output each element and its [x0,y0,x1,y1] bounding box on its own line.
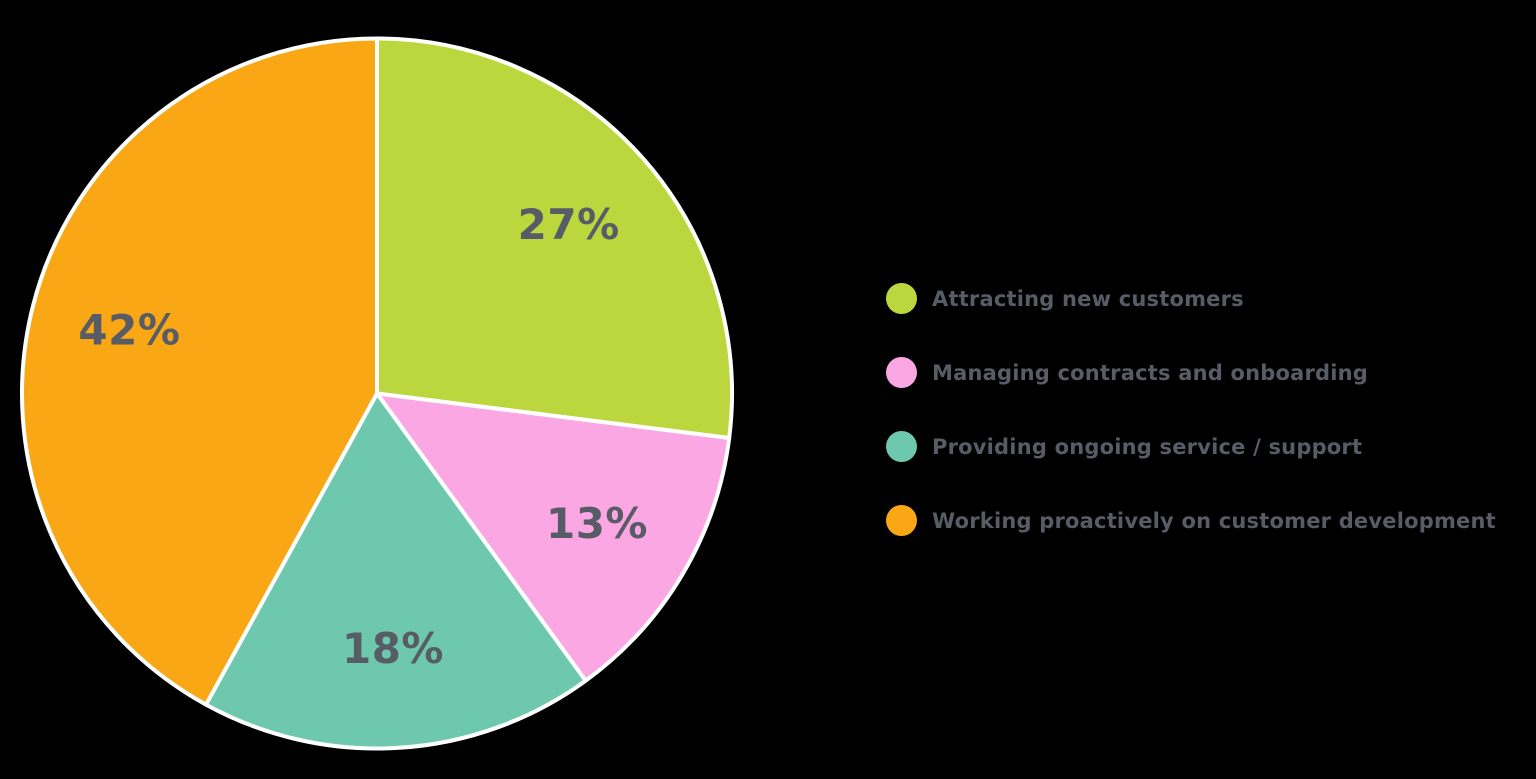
pie-slice-managing-contracts-and-onboarding [375,391,732,683]
legend-item-working-proactively-on-customer-development: Working proactively on customer developm… [886,505,1496,536]
slice-percent-label-managing-contracts-and-onboarding: 13% [546,499,648,548]
legend-swatch-working-proactively-on-customer-development [886,505,917,536]
legend-swatch-attracting-new-customers [886,283,917,314]
legend-label-working-proactively-on-customer-development: Working proactively on customer developm… [932,508,1496,533]
legend: Attracting new customers Managing contrac… [886,283,1496,536]
legend-item-managing-contracts-and-onboarding: Managing contracts and onboarding [886,357,1496,388]
pie-slice-providing-ongoing-service-support [203,391,588,751]
pie-slice-attracting-new-customers [375,36,734,440]
legend-swatch-providing-ongoing-service-support [886,431,917,462]
slice-percent-label-providing-ongoing-service-support: 18% [342,624,444,673]
pie-slice-working-proactively-on-customer-development [20,36,379,707]
legend-item-attracting-new-customers: Attracting new customers [886,283,1496,314]
legend-label-managing-contracts-and-onboarding: Managing contracts and onboarding [932,360,1369,385]
slice-percent-label-working-proactively-on-customer-development: 42% [78,305,180,354]
legend-label-attracting-new-customers: Attracting new customers [932,286,1244,311]
slice-percent-label-attracting-new-customers: 27% [518,200,620,249]
legend-item-providing-ongoing-service-support: Providing ongoing service / support [886,431,1496,462]
legend-swatch-managing-contracts-and-onboarding [886,357,917,388]
legend-label-providing-ongoing-service-support: Providing ongoing service / support [932,434,1363,459]
